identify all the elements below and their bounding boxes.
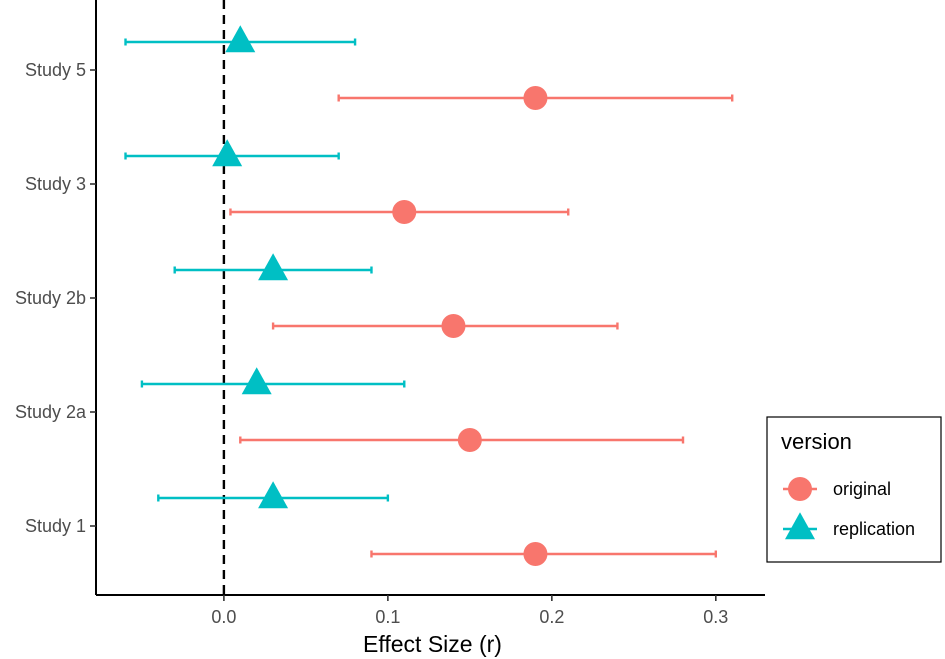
legend-label: replication <box>833 519 915 539</box>
point-original-study-2a <box>457 428 482 452</box>
x-tick-label: 0.3 <box>703 607 728 627</box>
legend-title: version <box>781 429 852 454</box>
point-original-study-5 <box>523 86 548 110</box>
series-replication <box>124 25 406 509</box>
point-replication-study-2a <box>241 367 272 395</box>
point-original-study-1 <box>523 542 548 566</box>
x-tick-label: 0.1 <box>375 607 400 627</box>
x-axis-ticks: 0.0 0.1 0.2 0.3 <box>211 595 728 627</box>
legend-label: original <box>833 479 891 499</box>
point-replication-study-1 <box>258 481 289 509</box>
x-tick-label: 0.0 <box>211 607 236 627</box>
point-original-study-3 <box>392 200 417 224</box>
legend-key-circle <box>788 477 812 501</box>
legend-key-triangle <box>785 512 815 540</box>
point-replication-study-5 <box>225 25 256 53</box>
y-tick-label: Study 2b <box>15 288 86 308</box>
point-replication-study-2b <box>258 253 289 281</box>
x-tick-label: 0.2 <box>539 607 564 627</box>
point-original-study-2b <box>441 314 466 338</box>
y-tick-label: Study 2a <box>15 402 87 422</box>
y-tick-label: Study 1 <box>25 516 86 536</box>
y-tick-label: Study 5 <box>25 60 86 80</box>
legend-entries: original replication <box>783 477 915 540</box>
y-axis-ticks: Study 1 Study 2a Study 2b Study 3 Study 5 <box>15 60 96 536</box>
point-replication-study-3 <box>212 139 243 167</box>
legend-entry-original: original <box>783 477 891 501</box>
plot-area <box>124 0 734 595</box>
x-axis-title: Effect Size (r) <box>363 631 502 657</box>
legend: version original replication <box>766 416 942 563</box>
y-tick-label: Study 3 <box>25 174 86 194</box>
series-original <box>229 86 734 566</box>
legend-entry-replication: replication <box>783 512 915 540</box>
